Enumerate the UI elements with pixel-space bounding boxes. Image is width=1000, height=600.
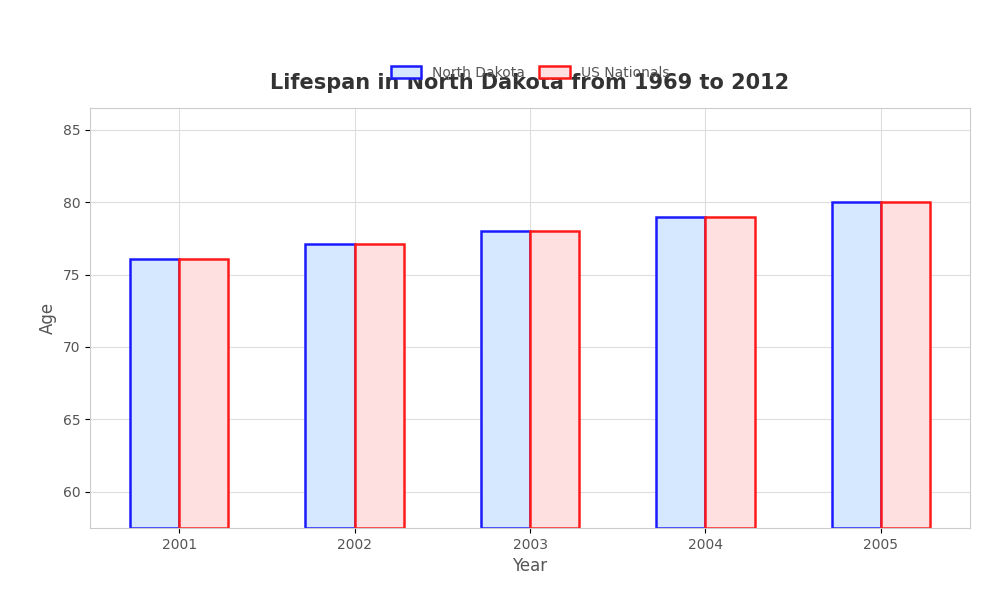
Legend: North Dakota, US Nationals: North Dakota, US Nationals bbox=[385, 61, 675, 85]
Bar bbox=[130, 259, 179, 528]
Bar bbox=[881, 202, 930, 528]
Bar bbox=[530, 231, 579, 528]
Bar bbox=[705, 217, 755, 528]
Bar bbox=[832, 202, 881, 528]
Bar bbox=[179, 259, 228, 528]
Bar bbox=[305, 244, 355, 528]
Bar bbox=[355, 244, 404, 528]
Title: Lifespan in North Dakota from 1969 to 2012: Lifespan in North Dakota from 1969 to 20… bbox=[270, 73, 790, 92]
Bar bbox=[481, 231, 530, 528]
Y-axis label: Age: Age bbox=[39, 302, 57, 334]
X-axis label: Year: Year bbox=[512, 557, 548, 575]
Bar bbox=[656, 217, 705, 528]
